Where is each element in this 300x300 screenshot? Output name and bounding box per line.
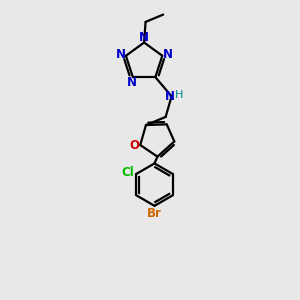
Text: Cl: Cl (122, 166, 134, 179)
Text: N: N (139, 31, 149, 44)
Text: H: H (175, 90, 183, 100)
Text: N: N (163, 48, 172, 61)
Text: N: N (126, 76, 136, 89)
Text: N: N (116, 48, 126, 61)
Text: O: O (129, 139, 139, 152)
Text: Br: Br (147, 207, 162, 220)
Text: N: N (165, 90, 175, 103)
